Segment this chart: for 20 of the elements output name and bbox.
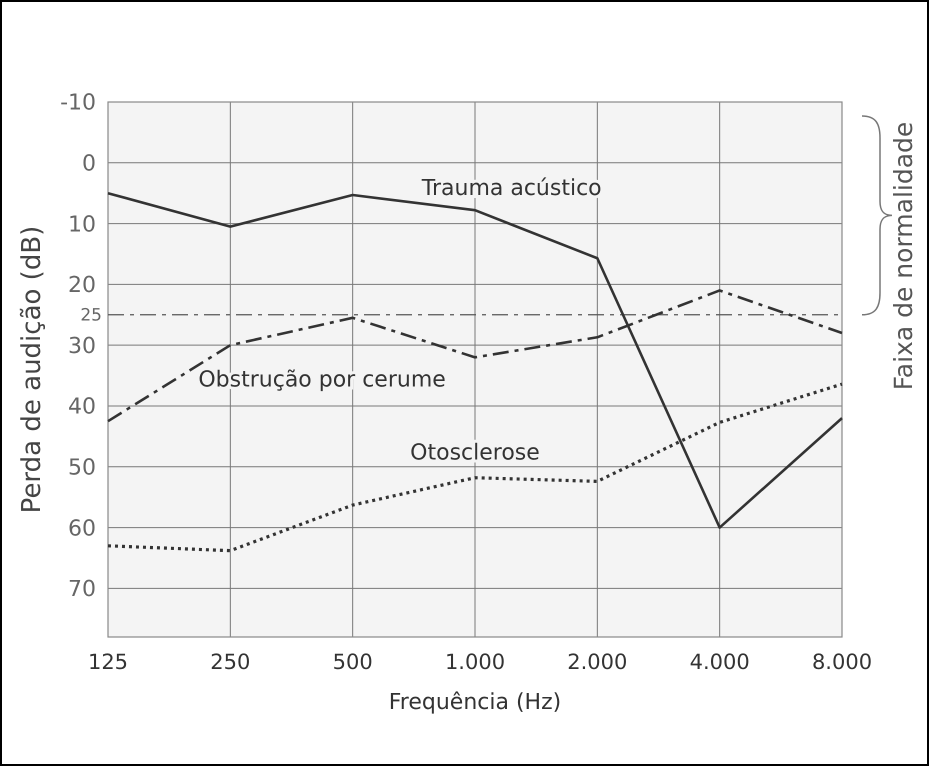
text: Faixa de normalidade [889, 122, 918, 390]
x-axis-title: Frequência (Hz) [388, 690, 562, 715]
x-tick-label: 4.000 [690, 650, 750, 674]
y-tick-label: 10 [68, 212, 96, 238]
x-tick-label: 250 [210, 650, 250, 674]
y-tick-label: 20 [68, 273, 96, 298]
y-tick-label: 0 [82, 151, 96, 176]
x-tick-label: 8.000 [812, 650, 872, 674]
y-tick-label: 70 [68, 577, 96, 602]
ref-line-label: 25 [80, 306, 102, 326]
x-tick-label: 500 [332, 650, 373, 674]
x-tick-label: 1.000 [444, 650, 506, 674]
x-tick-label: 2.000 [567, 650, 628, 674]
y-tick-label: 40 [68, 394, 96, 420]
y-axis-title: Perda de audição (dB) [17, 226, 47, 514]
y-tick-label: 60 [68, 516, 96, 542]
y-tick-label: 30 [68, 334, 96, 359]
y-tick-label: 50 [68, 455, 96, 480]
y-tick-label: -10 [60, 90, 96, 116]
x-tick-label: 125 [88, 650, 128, 674]
